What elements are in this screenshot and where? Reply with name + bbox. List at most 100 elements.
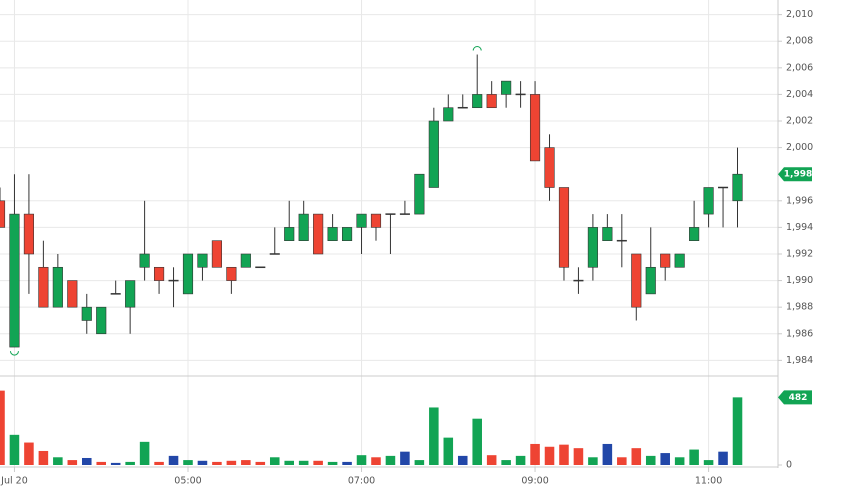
volume-bar <box>183 460 193 465</box>
volume-bar <box>24 442 34 465</box>
volume-bar <box>226 460 237 465</box>
volume-bar <box>0 390 5 465</box>
volume-bar <box>645 455 656 465</box>
candle-body <box>110 293 121 295</box>
grid <box>0 0 778 467</box>
volume-bar <box>298 460 309 465</box>
volume-bar <box>212 461 222 465</box>
candle-body <box>168 279 179 282</box>
volume-bar <box>371 457 381 465</box>
candle-body <box>197 253 208 268</box>
volume-bar <box>139 441 150 465</box>
candle-body <box>587 227 598 268</box>
volume-bar <box>284 460 294 465</box>
high-marker <box>472 46 482 51</box>
x-tick-label: 05:00 <box>174 476 201 487</box>
volume-bar <box>674 457 685 465</box>
candle-body <box>529 94 541 162</box>
candle-body <box>544 147 555 188</box>
candle-body <box>414 173 425 215</box>
volume-bar <box>530 443 540 465</box>
x-tick-label: 09:00 <box>521 476 548 487</box>
volume-bar <box>96 461 106 465</box>
y-tick-label: 1,994 <box>786 222 813 233</box>
last-price-label: 1,998 <box>784 170 812 180</box>
volume-bar <box>544 446 555 465</box>
volume-bar <box>443 437 454 465</box>
x-tick-label: Jul 20 <box>0 476 28 487</box>
candle-body <box>399 213 410 215</box>
volume-bar <box>400 451 410 465</box>
candle-body <box>182 253 194 295</box>
volume-bar <box>718 451 728 465</box>
candle-body <box>486 94 497 109</box>
candle-body <box>52 266 63 308</box>
axes: 1,984 1,986 1,988 1,990 1,992 1,994 1,996 2,000… <box>0 0 813 487</box>
candle-body <box>718 186 729 189</box>
candle-body <box>341 227 353 241</box>
last-volume-label-bg <box>778 390 812 405</box>
candle-body <box>153 266 165 281</box>
candle-body <box>616 239 627 242</box>
volume-bar <box>515 455 526 465</box>
candle-body <box>269 253 280 255</box>
candle-body <box>226 266 237 281</box>
candle-body <box>356 213 367 228</box>
volume-bar <box>81 457 92 465</box>
y-tick-label: 2,010 <box>786 9 813 20</box>
volume-bar <box>429 407 439 465</box>
candle-body <box>515 93 526 96</box>
volume-bar <box>660 453 670 465</box>
volume-bar <box>67 460 78 465</box>
candle-body <box>428 120 439 188</box>
volume-bar <box>501 460 511 465</box>
volume-bar <box>472 418 482 465</box>
candle-body <box>313 213 324 255</box>
volume-bar <box>241 460 251 465</box>
candle-body <box>558 187 570 268</box>
candle-body <box>703 187 714 215</box>
y-tick-label: 1,986 <box>786 328 813 339</box>
volume-bar <box>197 460 208 465</box>
candle-body <box>327 227 338 241</box>
last-volume-label: 482 <box>789 393 808 403</box>
candle-body <box>472 94 483 109</box>
volume-bar <box>168 455 179 465</box>
y-tick-label: 1,996 <box>786 195 813 206</box>
volume-bar <box>385 455 396 465</box>
volume-bar <box>110 462 121 465</box>
candle-body <box>573 279 584 282</box>
candle-body <box>457 106 468 109</box>
plot-area <box>0 46 743 465</box>
candle-body <box>631 253 642 308</box>
y-tick-label: 2,002 <box>786 116 813 127</box>
volume-bar <box>38 450 49 465</box>
volume-bar <box>327 461 338 465</box>
candle-body <box>370 213 382 228</box>
y-tick-label: 1,988 <box>786 302 813 313</box>
candle-body <box>645 266 656 295</box>
candle-body <box>602 227 613 241</box>
y-tick-label: 2,008 <box>786 36 813 47</box>
candle-body <box>674 253 685 268</box>
y-tick-label: 2,006 <box>786 62 813 73</box>
volume-bar <box>588 457 598 465</box>
volume-bar <box>269 457 280 465</box>
y-tick-label: 1,990 <box>786 275 813 286</box>
x-tick-label: 07:00 <box>348 476 375 487</box>
candle-body <box>660 253 671 268</box>
volume-tick-label: 0 <box>786 460 792 471</box>
candle-body <box>443 107 454 122</box>
candle-body <box>23 213 34 255</box>
y-tick-label: 1,992 <box>786 248 813 259</box>
candle-body <box>732 173 743 202</box>
volume-bar <box>53 457 63 465</box>
candle-body <box>211 240 222 268</box>
volume-bar <box>573 448 584 465</box>
candle-body <box>501 80 512 95</box>
low-marker <box>9 350 19 356</box>
candle-body <box>0 200 6 228</box>
candle-body <box>81 306 92 321</box>
volume-bar <box>356 455 367 465</box>
last-price-label-bg <box>778 167 812 182</box>
